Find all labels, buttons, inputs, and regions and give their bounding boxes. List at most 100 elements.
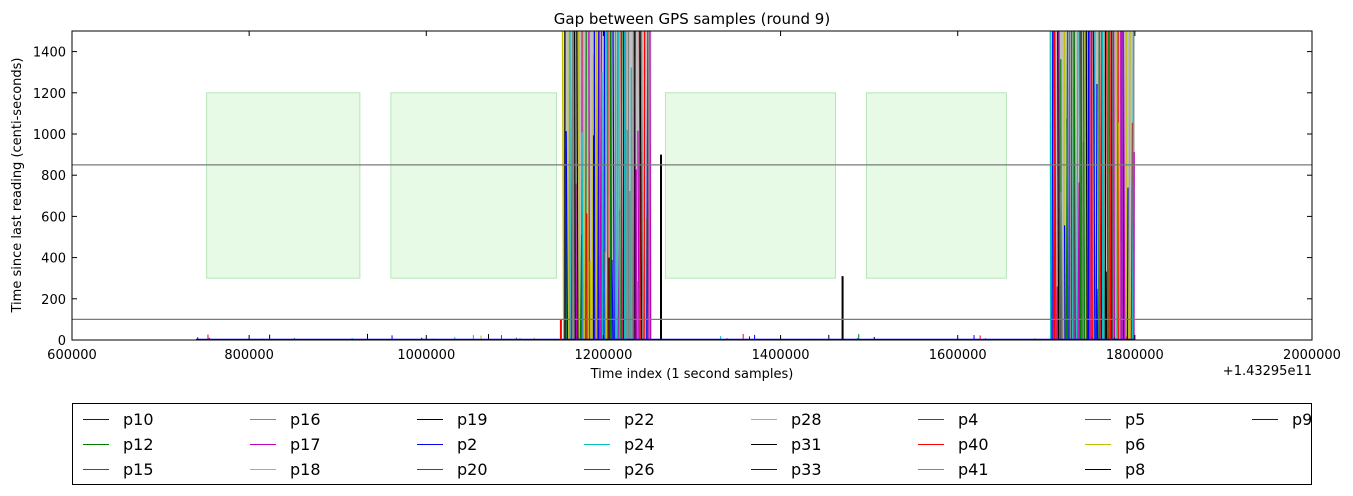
series-trace bbox=[1118, 122, 1121, 340]
series-trace bbox=[631, 31, 635, 340]
series-trace bbox=[1084, 31, 1087, 340]
legend-swatch bbox=[83, 468, 109, 470]
series-trace bbox=[1073, 31, 1077, 340]
x-tick-label: 600000 bbox=[47, 348, 97, 363]
legend-label: p22 bbox=[624, 409, 655, 429]
series-trace bbox=[649, 31, 652, 340]
legend-swatch bbox=[918, 443, 944, 445]
legend-entry-p2: p2 bbox=[417, 433, 477, 455]
legend-entry-p26: p26 bbox=[584, 458, 655, 480]
series-trace bbox=[1091, 31, 1093, 340]
series-trace bbox=[1101, 31, 1104, 340]
series-trace bbox=[1122, 31, 1126, 340]
legend-swatch bbox=[417, 418, 443, 420]
legend-label: p12 bbox=[123, 434, 154, 454]
series-trace bbox=[1132, 31, 1135, 340]
series-trace bbox=[616, 31, 619, 340]
series-trace bbox=[639, 31, 643, 340]
series-trace bbox=[610, 31, 613, 340]
series-trace bbox=[1128, 31, 1131, 340]
legend-swatch bbox=[751, 418, 777, 420]
series-trace bbox=[1109, 31, 1112, 340]
legend-swatch bbox=[250, 468, 276, 470]
legend-swatch bbox=[584, 418, 610, 420]
legend-swatch bbox=[584, 468, 610, 470]
series-trace bbox=[1063, 31, 1065, 340]
legend-label: p5 bbox=[1125, 409, 1146, 429]
legend-label: p16 bbox=[290, 409, 321, 429]
series-trace bbox=[1053, 31, 1056, 340]
series-trace bbox=[601, 72, 604, 340]
series-trace bbox=[1096, 288, 1099, 340]
legend-entry-p24: p24 bbox=[584, 433, 655, 455]
series-trace bbox=[647, 31, 650, 340]
series-trace bbox=[1051, 31, 1054, 340]
legend-entry-p20: p20 bbox=[417, 458, 488, 480]
x-tick-label: 2000000 bbox=[1283, 348, 1341, 363]
series-trace bbox=[1077, 182, 1080, 340]
legend-label: p19 bbox=[457, 409, 488, 429]
series-trace bbox=[1108, 31, 1110, 340]
y-tick-label: 400 bbox=[41, 252, 66, 267]
x-tick-label: 1600000 bbox=[929, 348, 987, 363]
series-trace bbox=[581, 132, 584, 340]
legend-label: p28 bbox=[791, 409, 822, 429]
legend-entry-p28: p28 bbox=[751, 408, 822, 430]
legend-label: p33 bbox=[791, 459, 822, 479]
plot-area bbox=[71, 30, 1313, 341]
legend-entry-p8: p8 bbox=[1085, 458, 1145, 480]
legend-label: p41 bbox=[958, 459, 989, 479]
series-trace bbox=[575, 183, 578, 340]
series-trace bbox=[1079, 31, 1082, 340]
legend-label: p20 bbox=[457, 459, 488, 479]
legend-swatch bbox=[751, 443, 777, 445]
shaded-region-3 bbox=[664, 92, 836, 279]
legend-swatch bbox=[417, 443, 443, 445]
x-tick-label: 800000 bbox=[224, 348, 274, 363]
plot-content bbox=[72, 31, 1312, 340]
series-trace bbox=[1102, 31, 1105, 340]
baseline-traces bbox=[196, 333, 1135, 340]
legend-entry-p15: p15 bbox=[83, 458, 154, 480]
legend-label: p15 bbox=[123, 459, 154, 479]
series-trace bbox=[568, 31, 570, 340]
legend-entry-p6: p6 bbox=[1085, 433, 1145, 455]
legend-entry-p22: p22 bbox=[584, 408, 655, 430]
legend-entry-p16: p16 bbox=[250, 408, 321, 430]
series-trace bbox=[576, 31, 579, 340]
legend-label: p26 bbox=[624, 459, 655, 479]
legend-label: p6 bbox=[1125, 434, 1146, 454]
legend-entry-p17: p17 bbox=[250, 433, 321, 455]
series-trace bbox=[595, 31, 598, 340]
series-trace bbox=[1076, 31, 1079, 340]
series-trace bbox=[1057, 31, 1060, 340]
series-trace bbox=[1085, 31, 1088, 340]
gps-gap-chart: Gap between GPS samples (round 9) 600000… bbox=[10, 10, 1341, 382]
legend-label: p24 bbox=[624, 434, 655, 454]
plot-frame bbox=[71, 30, 1313, 341]
series-trace bbox=[591, 54, 595, 340]
y-tick-label: 800 bbox=[41, 169, 66, 184]
legend-swatch bbox=[584, 443, 610, 445]
legend-swatch bbox=[918, 418, 944, 420]
series-trace bbox=[1095, 83, 1098, 340]
legend-swatch bbox=[83, 443, 109, 445]
legend-swatch bbox=[1085, 443, 1111, 445]
x-tick-label: 1000000 bbox=[397, 348, 455, 363]
legend-swatch bbox=[417, 468, 443, 470]
series-trace bbox=[561, 31, 565, 340]
shaded-region-4 bbox=[865, 92, 1007, 279]
y-tick-label: 600 bbox=[41, 210, 66, 225]
series-trace bbox=[588, 31, 591, 340]
series-trace bbox=[1082, 31, 1086, 340]
dense-region-2 bbox=[1049, 31, 1135, 340]
legend-entry-p41: p41 bbox=[918, 458, 989, 480]
y-axis: 0 200 400 600 800 1000 1200 1400 bbox=[33, 46, 1312, 349]
series-trace bbox=[1058, 31, 1061, 340]
y-tick-label: 1400 bbox=[33, 46, 66, 61]
series-trace bbox=[1106, 31, 1109, 340]
y-tick-label: 1000 bbox=[33, 128, 66, 143]
legend-entry-p18: p18 bbox=[250, 458, 321, 480]
legend-swatch bbox=[1085, 418, 1111, 420]
legend-label: p31 bbox=[791, 434, 822, 454]
